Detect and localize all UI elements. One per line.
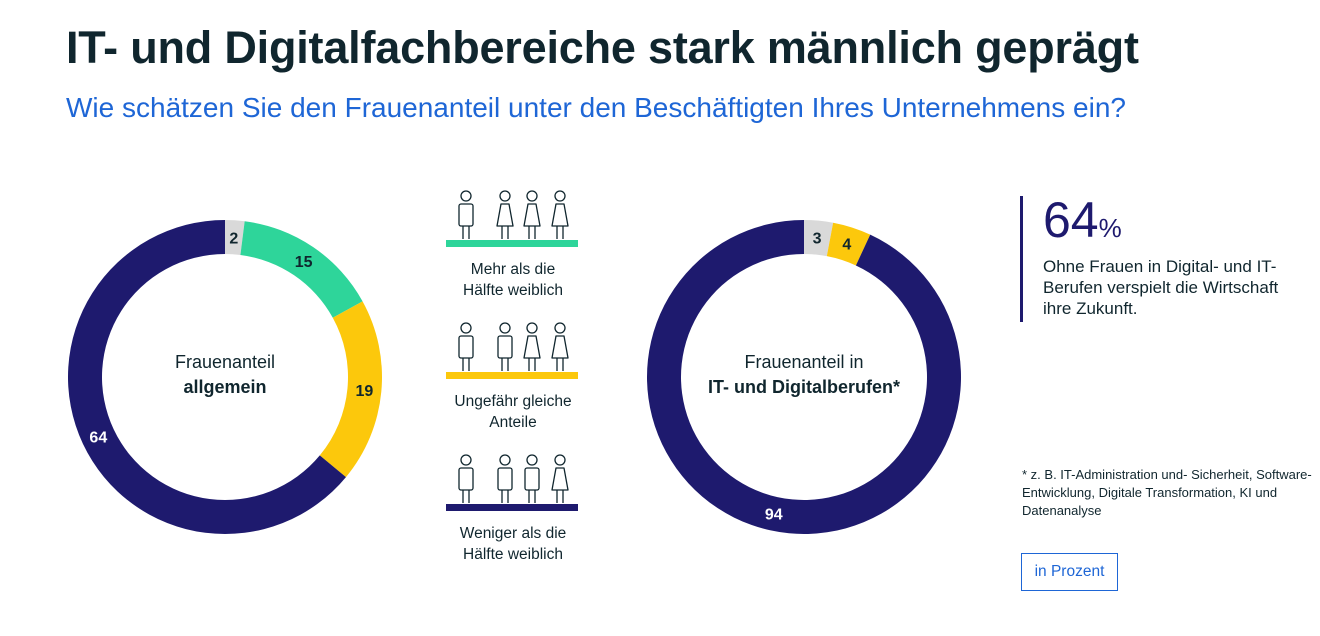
legend-gleich-label-line-2: Anteile — [489, 414, 537, 431]
legend-weniger-label-line-2: Hälfte weiblich — [463, 546, 563, 563]
legend-weniger-label-line-1: Weniger als die — [459, 525, 567, 542]
donut-chart-general: 2 15 19 64 — [67, 220, 382, 534]
kpi-unit: % — [1098, 213, 1122, 243]
legend-weniger-people-icon — [458, 454, 569, 503]
donut-0-label-weniger: 64 — [89, 430, 107, 447]
legend-mehr-label-line-2: Hälfte weiblich — [463, 282, 563, 299]
legend-gleich-label-line-1: Ungefähr gleiche — [454, 393, 572, 410]
donut-0-slice-weniger — [67, 220, 346, 534]
donut-1-slice-keine_angabe — [804, 220, 834, 257]
legend-mehr-label-line-1: Mehr als die — [470, 261, 556, 278]
legend-mehr-color-bar — [446, 240, 578, 247]
legend-mehr-people-icon — [458, 190, 569, 239]
legend-gleich-color-bar — [446, 372, 578, 379]
donut-0-slice-gleich — [319, 301, 382, 478]
page-subtitle: Wie schätzen Sie den Frauenanteil unter … — [66, 92, 1126, 123]
donut-chart-it: 3 4 94 — [647, 220, 961, 534]
donut-0-label-keine_angabe: 2 — [229, 230, 238, 247]
donut-1-label-weniger: 94 — [765, 507, 783, 524]
legend-gleich-people-icon — [458, 322, 569, 371]
donut-general-center-line1: Frauenanteil — [174, 352, 276, 372]
donut-it-center-line1: Frauenanteil in — [744, 352, 864, 372]
legend-gleich-label: Ungefähr gleiche Anteile — [440, 391, 586, 433]
legend-item-weniger: Weniger als die Hälfte weiblich — [440, 454, 586, 565]
donut-0-slice-keine_angabe — [225, 220, 245, 255]
page-title: IT- und Digitalfachbereiche stark männli… — [66, 22, 1139, 73]
donut-it-center-label: Frauenanteil in IT- und Digitalberufen* — [674, 350, 934, 400]
kpi-number: 64 — [1043, 192, 1099, 248]
legend-mehr-label: Mehr als die Hälfte weiblich — [440, 259, 586, 301]
donut-1-slice-gleich — [826, 222, 871, 266]
donut-0-slice-mehr — [240, 221, 363, 318]
legend-item-gleich: Ungefähr gleiche Anteile — [440, 322, 586, 433]
kpi-callout: 64% Ohne Frauen in Digital- und IT-Beruf… — [1020, 194, 1293, 322]
donut-0-label-gleich: 19 — [355, 383, 373, 400]
footnote: * z. B. IT-Administration und- Sicherhei… — [1022, 467, 1312, 518]
kpi-text: Ohne Frauen in Digital- und IT-Berufen v… — [1043, 257, 1279, 318]
legend-weniger-label: Weniger als die Hälfte weiblich — [440, 523, 586, 565]
donut-1-label-gleich: 4 — [842, 237, 851, 254]
donut-general-center-line2: allgemein — [183, 377, 267, 397]
legend-weniger-color-bar — [446, 504, 578, 511]
donut-1-label-keine_angabe: 3 — [813, 231, 822, 248]
donut-it-center-line2: IT- und Digitalberufen* — [708, 377, 900, 397]
unit-label: in Prozent — [1021, 553, 1118, 591]
legend-item-mehr: Mehr als die Hälfte weiblich — [440, 190, 586, 301]
donut-0-label-mehr: 15 — [295, 254, 313, 271]
donut-general-center-label: Frauenanteil allgemein — [125, 350, 325, 400]
kpi-value: 64% — [1043, 194, 1293, 254]
